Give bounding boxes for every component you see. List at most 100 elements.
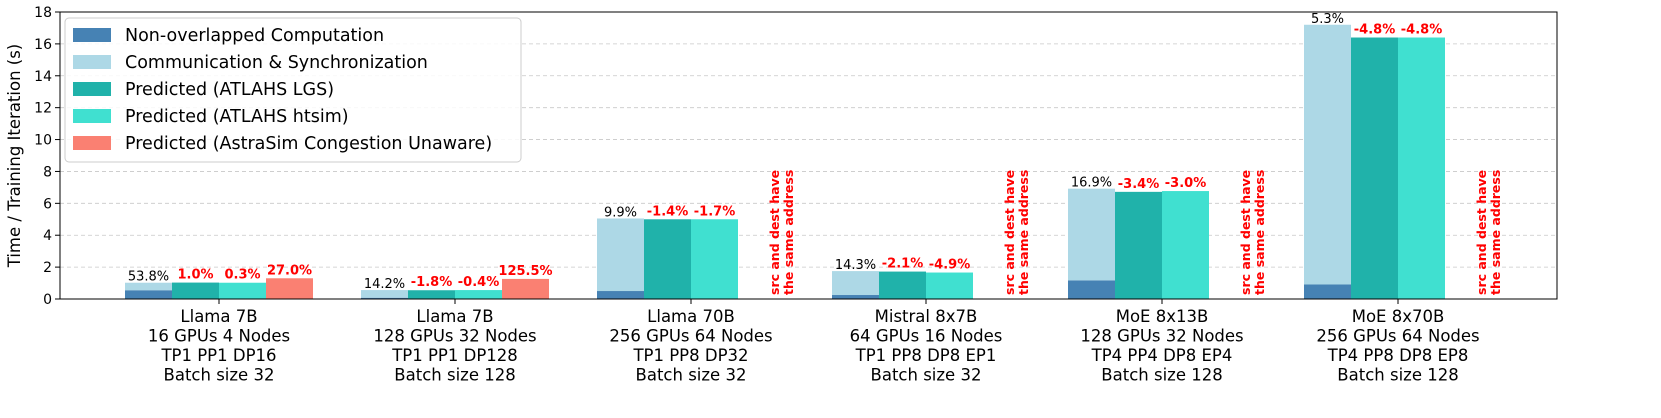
legend-box (64, 17, 522, 163)
annotation-same-address: src and dest have (767, 170, 782, 295)
bar-predicted-atlahs-lgs (879, 271, 926, 299)
bar-predicted-atlahs-lgs (1115, 191, 1162, 299)
annotation-same-address: the same address (1252, 170, 1267, 295)
bar-communication-synchronization (125, 282, 172, 291)
bar-non-overlapped-computation (1304, 284, 1351, 299)
annotation-same-address: the same address (1488, 170, 1503, 295)
error-label: -1.7% (694, 204, 735, 219)
y-tick-label: 18 (34, 5, 52, 21)
y-tick-label: 6 (43, 196, 52, 212)
x-tick-label: Batch size 128 (394, 366, 515, 385)
bar-predicted-astrasim-congestion-unaware (266, 278, 313, 299)
error-label: -1.4% (647, 204, 688, 219)
bar-communication-synchronization (1068, 188, 1115, 281)
error-label: 125.5% (498, 264, 552, 279)
legend-swatch (73, 82, 111, 96)
bar-predicted-atlahs-htsim (455, 290, 502, 299)
x-tick-label: 16 GPUs 4 Nodes (148, 327, 290, 346)
computation-share-label: 53.8% (128, 270, 169, 285)
error-label: -3.4% (1118, 177, 1159, 192)
computation-share-label: 14.3% (835, 258, 876, 273)
x-tick-label: Batch size 128 (1337, 366, 1458, 385)
x-tick-label: TP1 PP8 DP32 (632, 346, 748, 365)
x-tick-label: Llama 70B (647, 307, 735, 326)
x-tick-label: TP4 PP4 DP8 EP4 (1091, 346, 1233, 365)
legend-label: Predicted (ATLAHS htsim) (125, 107, 349, 127)
legend-swatch (73, 28, 111, 42)
y-tick-label: 14 (34, 69, 52, 85)
legend-label: Non-overlapped Computation (125, 26, 384, 46)
legend-label: Predicted (ATLAHS LGS) (125, 80, 334, 100)
bar-communication-synchronization (832, 271, 879, 296)
plot-frame (59, 11, 1558, 300)
bar-predicted-atlahs-htsim (1398, 37, 1445, 300)
error-label: -3.0% (1165, 176, 1206, 191)
x-tick-label: Batch size 32 (164, 366, 275, 385)
y-tick-label: 0 (43, 292, 52, 308)
computation-share-label: 16.9% (1071, 176, 1112, 191)
error-label: 27.0% (267, 263, 312, 278)
legend-swatch (73, 109, 111, 123)
computation-share-label: 9.9% (604, 205, 637, 220)
bar-predicted-atlahs-htsim (1162, 191, 1209, 299)
bar-communication-synchronization (597, 218, 644, 292)
error-label: -4.8% (1354, 23, 1395, 38)
bar-predicted-atlahs-htsim (219, 282, 266, 299)
x-tick-label: TP1 PP1 DP128 (391, 346, 518, 365)
bar-predicted-atlahs-htsim (926, 272, 973, 299)
bar-non-overlapped-computation (597, 291, 644, 299)
error-label: -4.8% (1401, 23, 1442, 38)
bar-non-overlapped-computation (832, 295, 879, 299)
x-tick-label: Llama 7B (416, 307, 493, 326)
bar-communication-synchronization (361, 290, 408, 298)
error-label: -1.8% (411, 275, 452, 290)
bar-non-overlapped-computation (125, 290, 172, 299)
y-tick-label: 16 (34, 37, 52, 53)
bar-predicted-atlahs-lgs (644, 219, 691, 299)
x-tick-label: 256 GPUs 64 Nodes (1316, 327, 1479, 346)
bar-predicted-atlahs-lgs (408, 290, 455, 299)
error-label: 1.0% (177, 268, 213, 283)
x-tick-label: 128 GPUs 32 Nodes (1080, 327, 1243, 346)
computation-share-label: 5.3% (1311, 12, 1344, 27)
annotation-same-address: src and dest have (1474, 170, 1489, 295)
x-tick-label: 64 GPUs 16 Nodes (850, 327, 1003, 346)
bar-communication-synchronization (1304, 24, 1351, 285)
legend-label: Communication & Synchronization (125, 53, 428, 73)
y-tick-label: 12 (34, 101, 52, 117)
bar-predicted-astrasim-congestion-unaware (502, 278, 549, 299)
x-tick-label: TP4 PP8 DP8 EP8 (1327, 346, 1469, 365)
x-tick-label: Batch size 128 (1101, 366, 1222, 385)
x-tick-label: Mistral 8x7B (875, 307, 978, 326)
x-tick-label: Batch size 32 (871, 366, 982, 385)
y-tick-label: 4 (43, 228, 52, 244)
x-tick-label: TP1 PP8 DP8 EP1 (855, 346, 997, 365)
bar-predicted-atlahs-htsim (691, 219, 738, 299)
annotation-same-address: src and dest have (1238, 170, 1253, 295)
x-tick-label: Batch size 32 (636, 366, 747, 385)
x-tick-label: 128 GPUs 32 Nodes (373, 327, 536, 346)
error-label: -0.4% (458, 275, 499, 290)
computation-share-label: 14.2% (364, 277, 405, 292)
x-tick-label: MoE 8x13B (1116, 307, 1209, 326)
legend-swatch (73, 136, 111, 150)
bar-non-overlapped-computation (361, 297, 408, 299)
x-tick-label: 256 GPUs 64 Nodes (609, 327, 772, 346)
error-label: -2.1% (882, 257, 923, 272)
x-tick-label: Llama 7B (180, 307, 257, 326)
annotation-same-address: src and dest have (1002, 170, 1017, 295)
error-label: 0.3% (224, 268, 260, 283)
x-tick-label: TP1 PP1 DP16 (160, 346, 276, 365)
bar-predicted-atlahs-lgs (1351, 37, 1398, 300)
y-tick-label: 2 (43, 260, 52, 276)
annotation-same-address: the same address (1016, 170, 1031, 295)
legend-label: Predicted (AstraSim Congestion Unaware) (125, 134, 492, 154)
legend-swatch (73, 55, 111, 69)
y-axis-label: Time / Training Iteration (s) (5, 44, 24, 268)
bar-predicted-atlahs-lgs (172, 282, 219, 299)
bar-non-overlapped-computation (1068, 280, 1115, 299)
error-label: -4.9% (929, 258, 970, 273)
y-tick-label: 10 (34, 133, 52, 149)
